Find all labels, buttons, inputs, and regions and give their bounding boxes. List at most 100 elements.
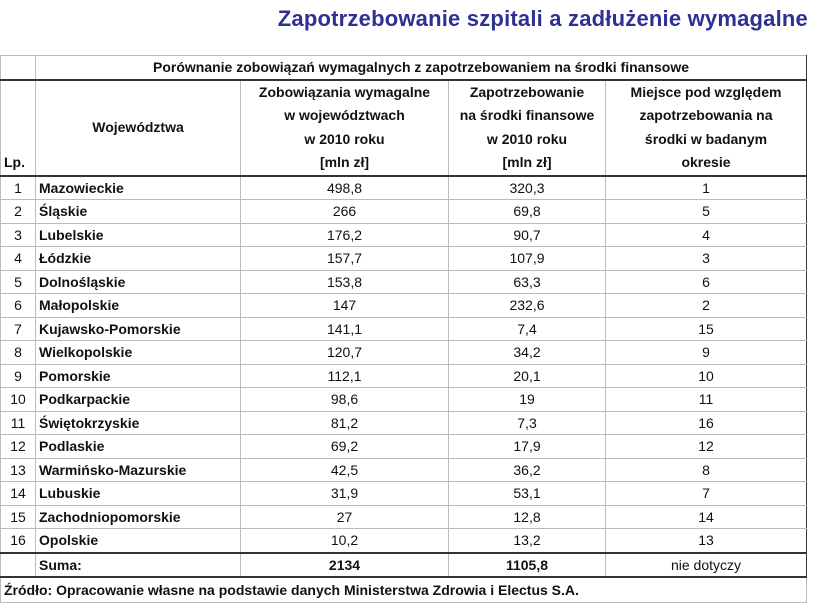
table-row: 3 Lubelskie 176,2 90,7 4: [0, 222, 807, 247]
rank-value: 16: [605, 410, 807, 435]
sum-label: Suma:: [35, 551, 241, 578]
table-row: 14 Lubuskie 31,9 53,1 7: [0, 481, 807, 506]
comparison-table: Porównanie zobowiązań wymagalnych z zapo…: [0, 55, 807, 603]
row-number: 4: [0, 246, 36, 271]
header-line: na środki finansowe: [459, 107, 595, 123]
region-name: Warmińsko-Mazurskie: [35, 457, 241, 482]
rank-value: 5: [605, 199, 807, 224]
rank-value: 4: [605, 222, 807, 247]
demand-value: 320,3: [448, 175, 606, 200]
region-name: Świętokrzyskie: [35, 410, 241, 435]
table-row: 7 Kujawsko-Pomorskie 141,1 7,4 15: [0, 316, 807, 341]
rank-value: 1: [605, 175, 807, 200]
demand-value: 7,4: [448, 316, 606, 341]
table-row: 13 Warmińsko-Mazurskie 42,5 36,2 8: [0, 457, 807, 482]
table-row: 8 Wielkopolskie 120,7 34,2 9: [0, 340, 807, 365]
demand-value: 232,6: [448, 293, 606, 318]
region-name: Małopolskie: [35, 293, 241, 318]
liabilities-value: 81,2: [240, 410, 449, 435]
header-demand: Zapotrzebowanie na środki finansowe w 20…: [448, 79, 606, 177]
table-row: 6 Małopolskie 147 232,6 2: [0, 293, 807, 318]
header-line: okresie: [681, 154, 731, 170]
row-number: 1: [0, 175, 36, 200]
row-number: 2: [0, 199, 36, 224]
header-line: środki w badanym: [644, 130, 768, 147]
region-name: Podkarpackie: [35, 387, 241, 412]
sum-rank: nie dotyczy: [605, 551, 807, 578]
header-rank: Miejsce pod względem zapotrzebowania na …: [605, 79, 807, 177]
row-number: 3: [0, 222, 36, 247]
demand-value: 90,7: [448, 222, 606, 247]
demand-value: 53,1: [448, 481, 606, 506]
table-row: 10 Podkarpackie 98,6 19 11: [0, 387, 807, 412]
demand-value: 69,8: [448, 199, 606, 224]
row-number: 6: [0, 293, 36, 318]
rank-value: 11: [605, 387, 807, 412]
header-line: w 2010 roku: [486, 130, 568, 147]
header-region: Województwa: [35, 79, 241, 177]
source-note: Źródło: Opracowanie własne na podstawie …: [0, 576, 807, 603]
region-name: Mazowieckie: [35, 175, 241, 200]
row-number: 9: [0, 363, 36, 388]
row-number: 7: [0, 316, 36, 341]
region-name: Kujawsko-Pomorskie: [35, 316, 241, 341]
sum-demand: 1105,8: [448, 551, 606, 578]
row-number: 5: [0, 269, 36, 294]
region-name: Podlaskie: [35, 434, 241, 459]
header-line: [mln zł]: [502, 154, 552, 170]
row-number: 12: [0, 434, 36, 459]
table-row: 15 Zachodniopomorskie 27 12,8 14: [0, 504, 807, 529]
header-line: Miejsce pod względem: [630, 83, 782, 100]
rank-value: 15: [605, 316, 807, 341]
table-row: 4 Łódzkie 157,7 107,9 3: [0, 246, 807, 271]
demand-value: 12,8: [448, 504, 606, 529]
demand-value: 17,9: [448, 434, 606, 459]
region-name: Wielkopolskie: [35, 340, 241, 365]
row-number: 16: [0, 528, 36, 553]
liabilities-value: 266: [240, 199, 449, 224]
table-row: 11 Świętokrzyskie 81,2 7,3 16: [0, 410, 807, 435]
rank-value: 13: [605, 528, 807, 553]
rank-value: 9: [605, 340, 807, 365]
liabilities-value: 120,7: [240, 340, 449, 365]
row-number: 13: [0, 457, 36, 482]
rank-value: 8: [605, 457, 807, 482]
region-name: Lubuskie: [35, 481, 241, 506]
row-number: 11: [0, 410, 36, 435]
table-row: 5 Dolnośląskie 153,8 63,3 6: [0, 269, 807, 294]
liabilities-value: 42,5: [240, 457, 449, 482]
header-line: w województwach: [284, 107, 405, 123]
demand-value: 36,2: [448, 457, 606, 482]
demand-value: 19: [448, 387, 606, 412]
header-line: Zapotrzebowanie: [469, 83, 585, 100]
region-name: Zachodniopomorskie: [35, 504, 241, 529]
region-name: Lubelskie: [35, 222, 241, 247]
row-number: 10: [0, 387, 36, 412]
header-line: w 2010 roku: [304, 130, 385, 147]
rank-value: 12: [605, 434, 807, 459]
table-row: 12 Podlaskie 69,2 17,9 12: [0, 434, 807, 459]
header-line: [mln zł]: [320, 154, 369, 170]
rank-value: 14: [605, 504, 807, 529]
region-name: Opolskie: [35, 528, 241, 553]
liabilities-value: 27: [240, 504, 449, 529]
rank-value: 6: [605, 269, 807, 294]
row-number: 15: [0, 504, 36, 529]
liabilities-value: 498,8: [240, 175, 449, 200]
header-lp: Lp.: [0, 79, 36, 177]
rank-value: 3: [605, 246, 807, 271]
caption-row: Porównanie zobowiązań wymagalnych z zapo…: [0, 55, 807, 81]
liabilities-value: 147: [240, 293, 449, 318]
header-liabilities: Zobowiązania wymagalne w województwach w…: [240, 79, 449, 177]
sum-liabilities: 2134: [240, 551, 449, 578]
page-title: Zapotrzebowanie szpitali a zadłużenie wy…: [277, 6, 808, 31]
header-row: Lp. Województwa Zobowiązania wymagalne w…: [0, 79, 807, 177]
header-line: zapotrzebowania na: [639, 107, 773, 123]
rank-value: 7: [605, 481, 807, 506]
row-number: 8: [0, 340, 36, 365]
demand-value: 20,1: [448, 363, 606, 388]
region-name: Dolnośląskie: [35, 269, 241, 294]
source-row: Źródło: Opracowanie własne na podstawie …: [0, 576, 807, 603]
table-caption: Porównanie zobowiązań wymagalnych z zapo…: [35, 55, 807, 81]
liabilities-value: 112,1: [240, 363, 449, 388]
